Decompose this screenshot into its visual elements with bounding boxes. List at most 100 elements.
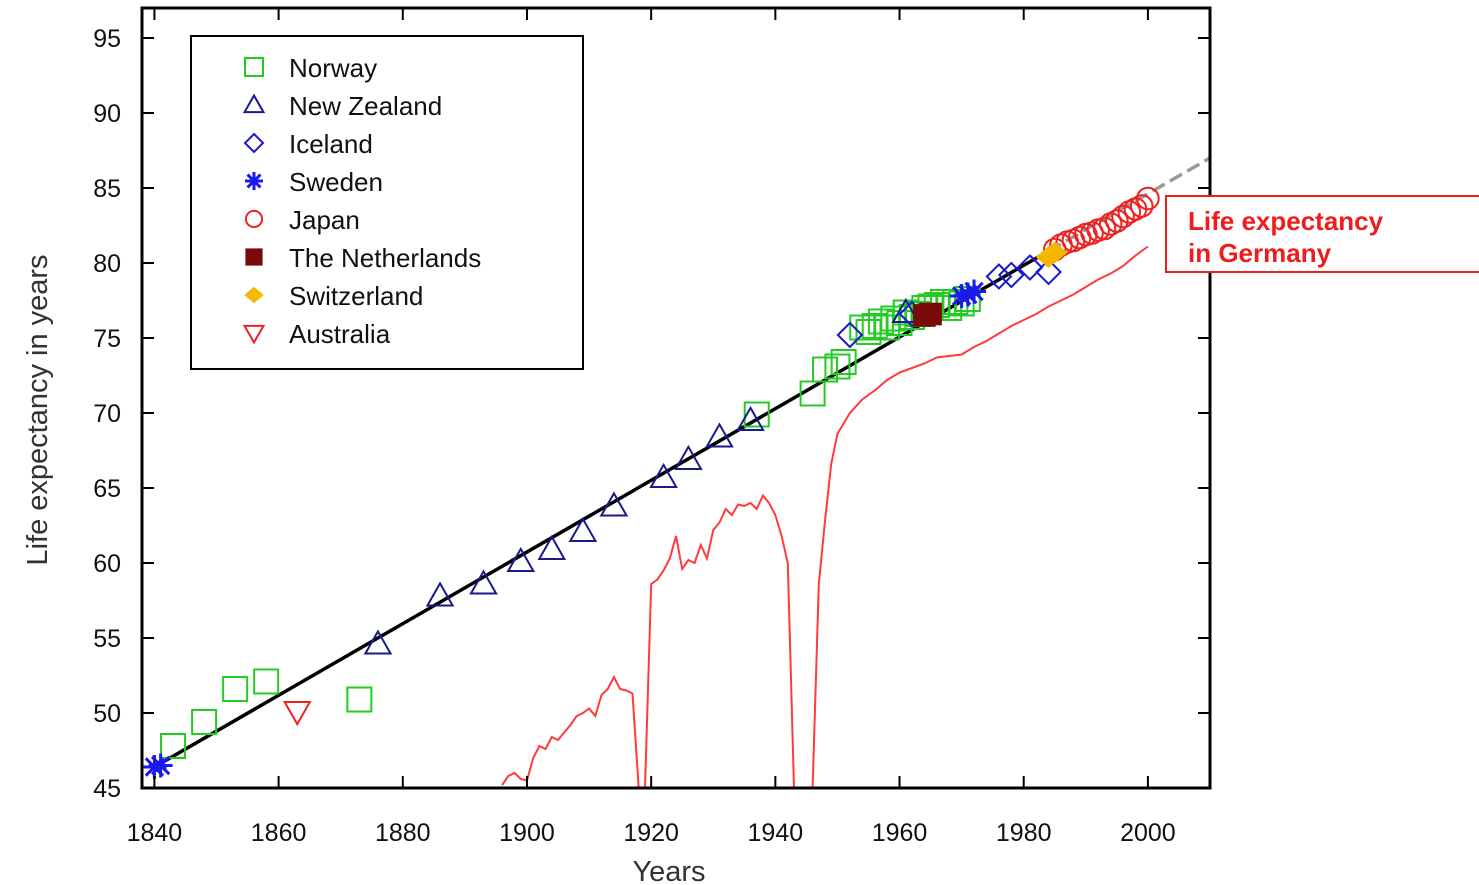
y-tick-label-90: 90: [93, 100, 121, 128]
germany-line: [501, 245, 1149, 788]
legend-label-switzerland: Switzerland: [289, 281, 423, 311]
tick-labels-layer: 1840 1860 1880 1900 1920 1940 1960 1980 2000 45 50…: [93, 25, 1176, 847]
legend-item-sweden: Sweden: [245, 167, 383, 197]
y-tick-label-95: 95: [93, 25, 121, 53]
legend-marker-switzerland: [244, 286, 264, 304]
legend-box: [190, 35, 584, 370]
point-norway-2: [222, 676, 249, 702]
legend-label-australia: Australia: [289, 319, 391, 349]
legend-marker-new-zealand: [242, 93, 266, 114]
point-norway-8: [824, 353, 851, 380]
x-tick-label-1940: 1940: [748, 819, 804, 847]
point-the-netherlands-1: [919, 302, 942, 326]
plot-frame: [140, 6, 1212, 790]
point-new-zealand-4: [537, 534, 567, 560]
point-new-zealand-0: [363, 629, 393, 655]
legend-label-sweden: Sweden: [289, 167, 383, 197]
legend-marker-sweden: [245, 172, 263, 190]
germany-annotation-box: [1165, 195, 1479, 273]
point-new-zealand-2: [469, 569, 498, 595]
legend-marker-norway: [244, 57, 264, 77]
legend-item-switzerland: Switzerland: [244, 281, 423, 311]
x-tick-label-1880: 1880: [375, 819, 431, 847]
y-tick-label-85: 85: [93, 175, 121, 203]
point-norway-5: [743, 401, 770, 428]
point-norway-1: [191, 709, 218, 735]
germany-annotation-line-2: in Germany: [1188, 238, 1332, 268]
y-tick-label-45: 45: [93, 775, 121, 803]
point-new-zealand-7: [649, 462, 678, 488]
point-sweden-1: [148, 753, 173, 778]
point-switzerland-1: [1041, 241, 1068, 264]
legend-label-new-zealand: New Zealand: [289, 91, 442, 121]
legend-item-japan: Japan: [244, 205, 360, 235]
x-tick-label-1860: 1860: [251, 819, 307, 847]
point-japan-14: [1129, 194, 1154, 218]
point-new-zealand-11: [891, 297, 921, 323]
point-iceland-2: [985, 263, 1013, 290]
y-tick-label-80: 80: [93, 250, 121, 278]
point-iceland-5: [1035, 258, 1062, 286]
point-new-zealand-9: [705, 422, 734, 448]
point-sweden-3: [955, 282, 980, 307]
germany-annotation-line-1: Life expectancy: [1188, 206, 1384, 236]
legend-item-australia: Australia: [242, 319, 391, 349]
point-japan-11: [1111, 204, 1135, 229]
germany-layer: [501, 245, 1149, 788]
y-tick-label-60: 60: [93, 550, 121, 578]
x-tick-label-1960: 1960: [872, 819, 928, 847]
series-new-zealand: [363, 297, 921, 655]
x-tick-label-1920: 1920: [623, 819, 679, 847]
legend-label-norway: Norway: [289, 53, 377, 83]
series-the-netherlands: [913, 302, 942, 327]
legend-item-norway: Norway: [244, 53, 377, 83]
x-tick-label-1900: 1900: [499, 819, 555, 847]
series-australia: [282, 701, 312, 727]
legend: Norway New Zealand Iceland Sweden Japan The N…: [190, 35, 584, 370]
point-new-zealand-1: [425, 581, 455, 607]
point-iceland-3: [997, 261, 1025, 289]
point-new-zealand-5: [568, 516, 598, 542]
y-tick-label-75: 75: [93, 325, 121, 353]
point-new-zealand-8: [674, 444, 703, 470]
legend-item-iceland: Iceland: [243, 129, 373, 159]
point-norway-0: [160, 733, 187, 759]
plot-area: [142, 156, 1210, 788]
series-sweden: [142, 279, 987, 779]
point-norway-9: [830, 349, 857, 375]
series-switzerland: [1035, 241, 1068, 268]
ticks-layer: [142, 8, 1210, 789]
legend-item-new-zealand: New Zealand: [242, 91, 442, 121]
germany-annotation: Life expectancy in Germany: [1165, 195, 1479, 273]
legend-marker-iceland: [243, 132, 265, 154]
point-iceland-0: [836, 321, 864, 349]
legend-marker-the-netherlands: [245, 248, 263, 266]
point-norway-4: [346, 686, 373, 713]
y-axis-title: Life expectancy in years: [22, 254, 54, 565]
point-norway-3: [253, 668, 280, 695]
legend-marker-japan: [244, 209, 264, 229]
x-axis-title: Years: [632, 856, 705, 885]
point-new-zealand-3: [506, 546, 536, 572]
legend-label-japan: Japan: [289, 205, 360, 235]
legend-marker-australia: [242, 324, 266, 345]
markers-layer: [142, 186, 1160, 779]
legend-item-the-netherlands: The Netherlands: [245, 243, 481, 273]
point-japan-15: [1136, 186, 1160, 211]
point-japan-8: [1092, 216, 1117, 241]
legend-items: Norway New Zealand Iceland Sweden Japan The N…: [242, 53, 481, 349]
point-sweden-4: [962, 279, 987, 304]
x-tick-label-2000: 2000: [1120, 819, 1176, 847]
point-australia-0: [282, 701, 312, 727]
y-tick-label-65: 65: [93, 475, 121, 503]
point-new-zealand-10: [736, 405, 765, 431]
x-tick-label-1980: 1980: [996, 819, 1052, 847]
y-tick-label-50: 50: [93, 700, 121, 728]
x-tick-label-1840: 1840: [127, 819, 183, 847]
y-tick-label-55: 55: [93, 625, 121, 653]
point-new-zealand-6: [599, 491, 629, 517]
y-tick-label-70: 70: [93, 400, 121, 428]
legend-label-iceland: Iceland: [289, 129, 373, 159]
legend-label-the-netherlands: The Netherlands: [289, 243, 481, 273]
